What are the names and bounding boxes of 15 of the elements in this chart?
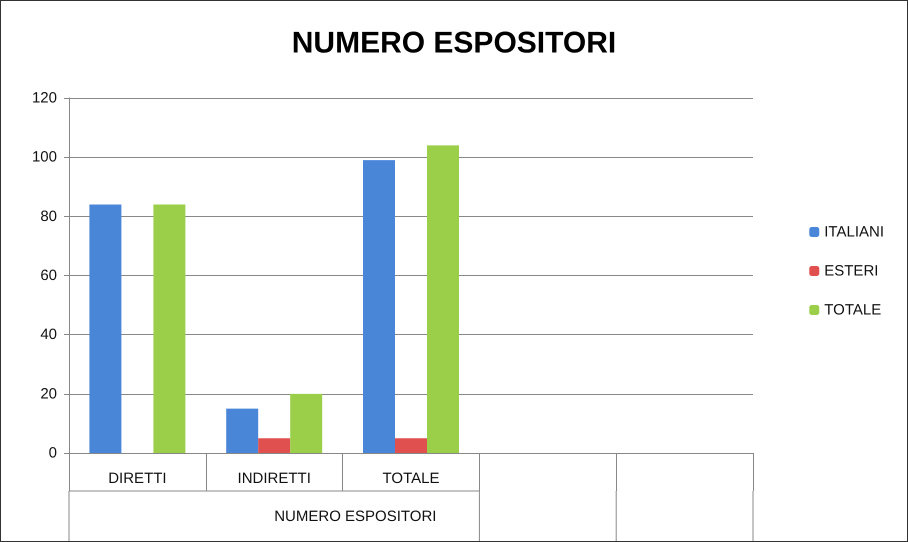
y-tick-label: 0: [48, 444, 57, 462]
legend-label: TOTALE: [824, 302, 882, 318]
legend-label: ESTERI: [824, 262, 878, 280]
legend-label: ITALIANI: [824, 224, 884, 240]
y-tick-label: 80: [40, 208, 57, 225]
y-tick-label: 20: [40, 385, 57, 402]
y-tick-label: 100: [32, 148, 57, 166]
x-tick-label: INDIRETTI: [238, 470, 311, 487]
y-tick-label: 60: [40, 267, 57, 284]
chart-title: NUMERO ESPOSITORI: [292, 26, 616, 60]
y-tick-label: 40: [40, 326, 57, 344]
x-tick-label: TOTALE: [382, 470, 440, 487]
y-tick-label: 120: [32, 90, 57, 106]
x-tick-label: DIRETTI: [108, 470, 167, 487]
x-axis-title: NUMERO ESPOSITORI: [274, 508, 436, 525]
